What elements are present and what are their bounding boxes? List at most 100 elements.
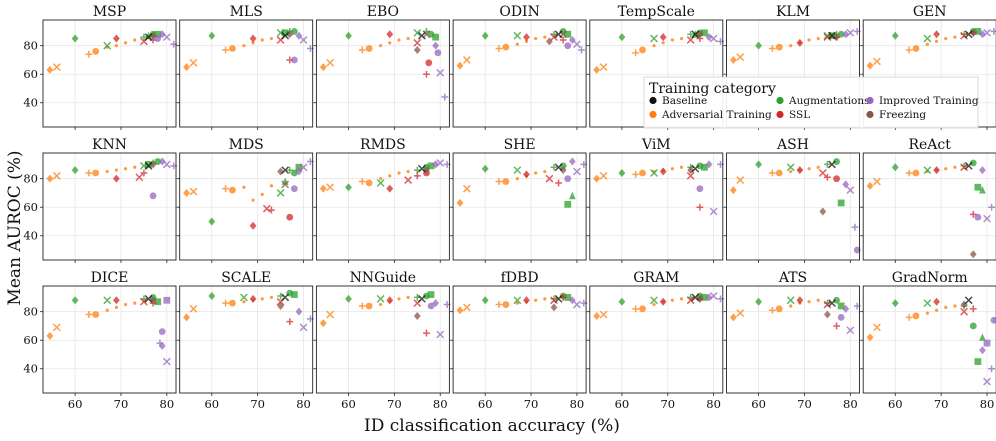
- panel-ash: ASH: [723, 137, 861, 263]
- data-point-augmentations: [650, 296, 658, 305]
- data-point-ssl: [523, 170, 530, 179]
- y-tick-label: 60: [23, 333, 38, 347]
- data-point-augmentations: [208, 217, 216, 226]
- panel-background: [179, 20, 313, 127]
- data-point-adversarial-training: [679, 165, 684, 169]
- panel-title: DICE: [91, 270, 129, 286]
- legend-entry-baseline: Baseline: [649, 95, 707, 107]
- data-point-adversarial-training: [229, 186, 236, 194]
- data-point-adversarial-training: [260, 38, 264, 42]
- data-point-ssl: [112, 34, 120, 43]
- panel-nnguide: NNGuide 60 70 80: [313, 270, 451, 411]
- data-point-adversarial-training: [866, 181, 874, 190]
- data-point-augmentations: [833, 296, 840, 304]
- data-point-improved-training: [564, 42, 572, 50]
- data-point-improved-training: [979, 166, 986, 175]
- data-point-adversarial-training: [133, 165, 137, 169]
- data-point-augmentations: [564, 294, 572, 301]
- data-point-augmentations: [513, 296, 522, 305]
- data-point-ssl: [550, 296, 558, 305]
- data-point-augmentations: [786, 163, 795, 172]
- panel-she: SHE: [450, 137, 588, 263]
- x-tick-label: 70: [934, 397, 949, 411]
- x-tick-label: 80: [160, 397, 175, 411]
- data-point-augmentations: [145, 161, 152, 168]
- data-point-adversarial-training: [123, 167, 128, 171]
- data-point-adversarial-training: [222, 299, 229, 307]
- data-point-improved-training: [295, 307, 303, 316]
- data-point-adversarial-training: [670, 38, 674, 42]
- panel-title: ATS: [778, 270, 807, 286]
- x-tick-label: 70: [797, 397, 812, 411]
- data-point-improved-training: [156, 339, 164, 347]
- data-point-ssl: [386, 296, 394, 305]
- panel-background: [863, 153, 996, 260]
- data-point-adversarial-training: [133, 38, 137, 42]
- data-point-improved-training: [163, 296, 171, 304]
- data-point-adversarial-training: [92, 169, 100, 177]
- data-point-adversarial-training: [183, 188, 190, 197]
- data-point-adversarial-training: [456, 61, 464, 70]
- data-point-adversarial-training: [866, 61, 874, 70]
- data-point-adversarial-training: [85, 50, 93, 58]
- data-point-adversarial-training: [365, 302, 373, 310]
- data-point-adversarial-training: [524, 39, 529, 44]
- x-tick-label: 60: [751, 397, 766, 411]
- data-point-augmentations: [427, 291, 435, 298]
- data-point-adversarial-training: [52, 171, 61, 180]
- data-point-adversarial-training: [222, 46, 229, 54]
- panel-knn: KNN 40 60 80: [23, 137, 178, 263]
- data-point-adversarial-training: [462, 56, 471, 64]
- data-point-augmentations: [71, 166, 79, 175]
- data-point-augmentations: [376, 294, 385, 303]
- data-point-augmentations: [286, 166, 294, 174]
- data-point-augmentations: [618, 297, 626, 306]
- data-point-freezing: [550, 303, 558, 312]
- y-tick-label: 40: [23, 229, 38, 243]
- legend-label: Baseline: [662, 95, 707, 107]
- panel-title: ODIN: [499, 4, 539, 20]
- data-point-adversarial-training: [397, 171, 401, 175]
- panel-frame: [452, 19, 587, 128]
- data-point-augmentations: [276, 189, 285, 197]
- panel-background: [179, 286, 313, 393]
- data-point-adversarial-training: [365, 45, 373, 52]
- data-point-adversarial-training: [515, 301, 519, 305]
- data-point-augmentations: [786, 296, 795, 305]
- data-point-ssl: [135, 173, 144, 182]
- data-point-adversarial-training: [925, 42, 930, 46]
- data-point-adversarial-training: [397, 297, 401, 301]
- panel-mls: MLS: [176, 4, 314, 130]
- data-point-adversarial-training: [85, 169, 93, 177]
- data-point-ssl: [286, 318, 294, 326]
- data-point-ssl: [413, 172, 421, 180]
- data-point-adversarial-training: [534, 298, 538, 302]
- data-point-improved-training: [299, 323, 308, 332]
- data-point-adversarial-training: [905, 169, 913, 177]
- data-point-ssl: [386, 184, 394, 193]
- legend-label: Improved Training: [879, 95, 979, 107]
- panel-frame: [179, 19, 314, 128]
- data-point-ssl: [659, 297, 667, 306]
- panel-frame: [452, 152, 587, 261]
- data-point-augmentations: [891, 299, 899, 308]
- data-point-augmentations: [208, 291, 216, 300]
- data-point-augmentations: [837, 199, 845, 207]
- panel-frame: [315, 285, 450, 394]
- data-point-baseline: [144, 33, 153, 42]
- data-point-adversarial-training: [326, 183, 335, 192]
- x-tick-label: 60: [615, 397, 630, 411]
- panel-frame: [589, 285, 724, 394]
- data-point-adversarial-training: [242, 44, 246, 48]
- data-point-freezing: [281, 180, 290, 189]
- data-point-adversarial-training: [912, 312, 920, 320]
- data-point-baseline: [828, 31, 836, 40]
- data-point-adversarial-training: [816, 298, 820, 302]
- data-point-adversarial-training: [944, 36, 948, 41]
- data-point-augmentations: [969, 322, 977, 330]
- data-point-augmentations: [481, 31, 489, 40]
- panel-frame: [179, 285, 314, 394]
- data-point-improved-training: [564, 175, 572, 183]
- data-point-augmentations: [345, 183, 352, 192]
